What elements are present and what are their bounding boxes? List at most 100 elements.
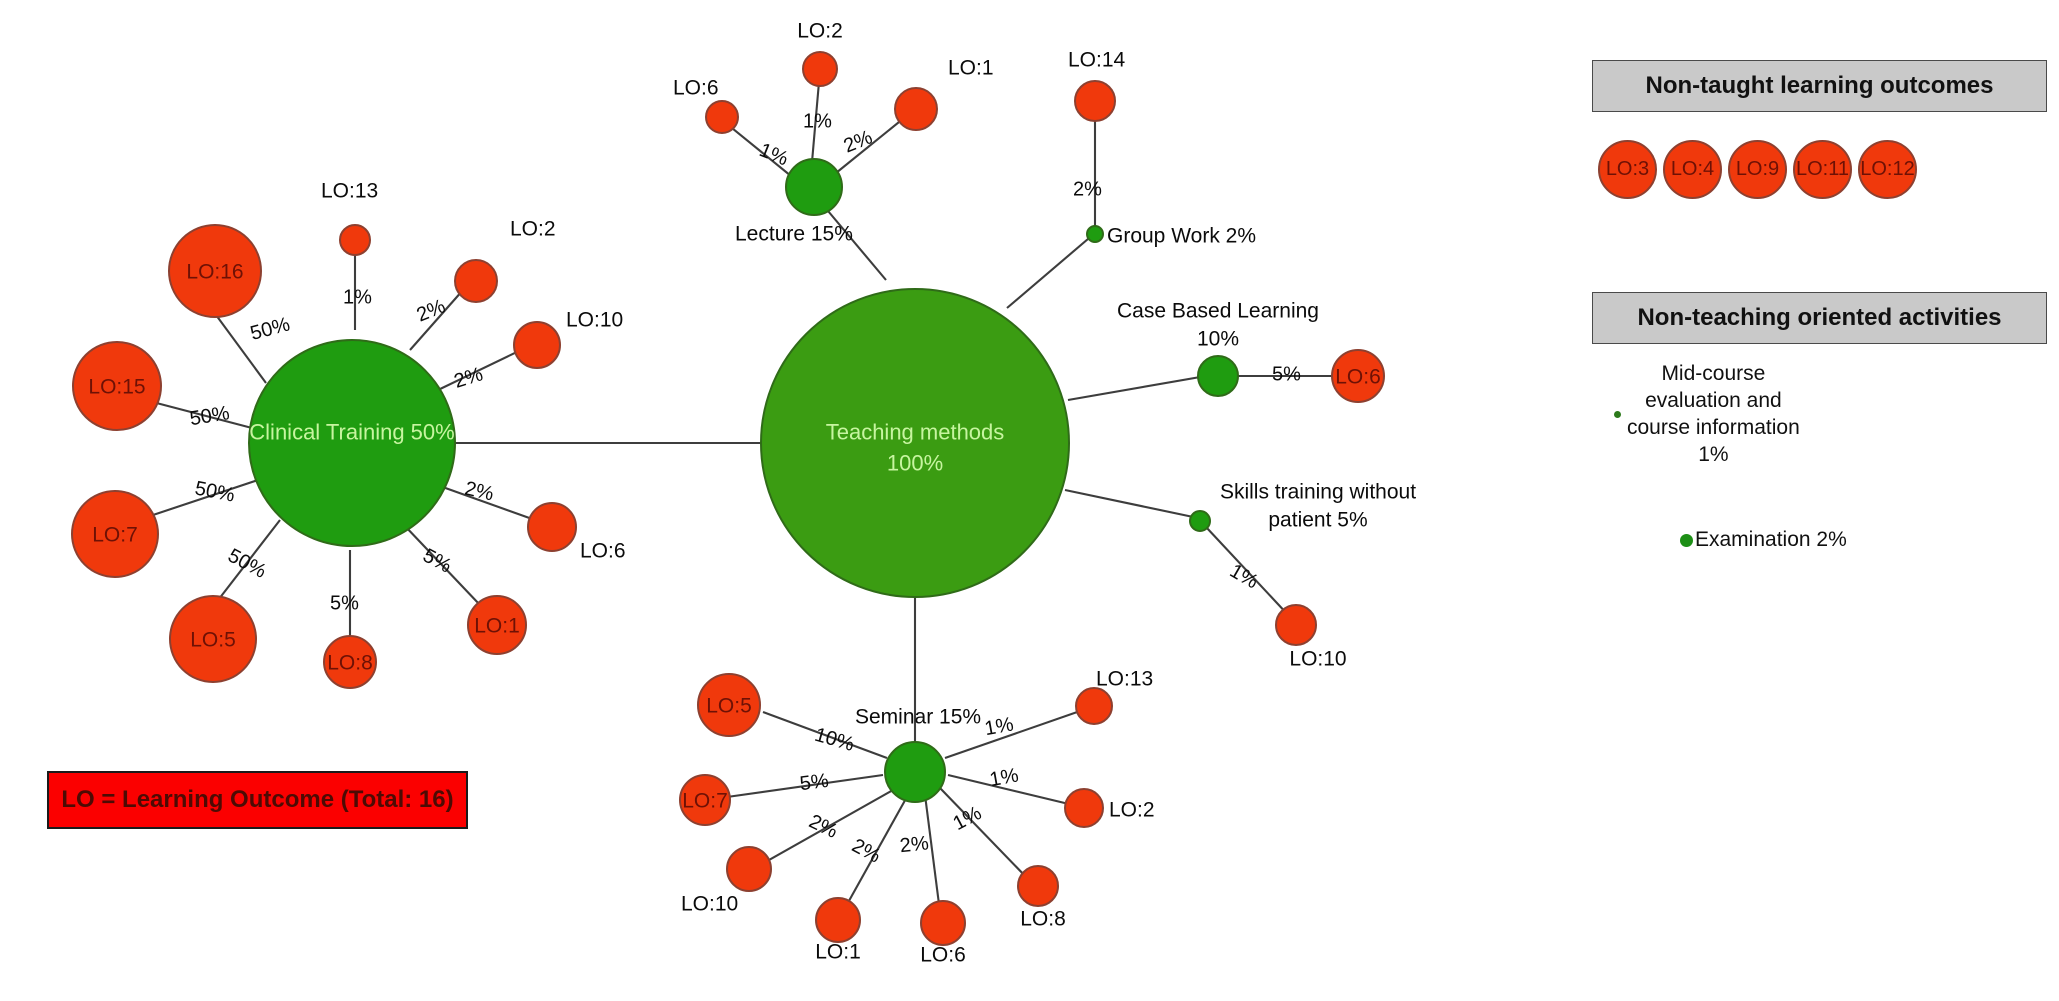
node-teaching-methods[interactable]: Teaching methods 100%	[760, 288, 1070, 598]
node-lo6-clinical[interactable]	[527, 502, 577, 552]
edge-clinical-lo1	[403, 524, 481, 606]
lo8-seminar-outside-label: LO:8	[1020, 908, 1066, 931]
lo13-seminar-outside-label: LO:13	[1096, 668, 1153, 691]
lo7-seminar-label: LO:7	[682, 790, 728, 813]
node-case-based-learning[interactable]	[1197, 355, 1239, 397]
non-taught-chip[interactable]: LO:3	[1598, 140, 1657, 199]
node-lo6-casebased[interactable]: LO:6	[1331, 349, 1385, 403]
pct-seminar-lo10: 2%	[805, 810, 841, 843]
edge-seminar-lo7	[726, 773, 884, 799]
pct-seminar-lo7: 5%	[799, 770, 831, 795]
edge-clinical-lo6	[436, 484, 536, 521]
edge-clinical-lo10	[437, 349, 522, 391]
pct-seminar-lo6: 2%	[899, 832, 930, 857]
pct-seminar-lo2: 1%	[988, 764, 1021, 791]
lo2-lecture-outside-label: LO:2	[797, 20, 843, 43]
pct-lecture-lo1: 2%	[841, 126, 876, 157]
node-lo15[interactable]: LO:15	[72, 341, 162, 431]
lo10-skills-outside-label: LO:10	[1289, 648, 1346, 671]
pct-seminar-lo5: 10%	[812, 724, 857, 756]
non-taught-chip[interactable]: LO:9	[1728, 140, 1787, 199]
lo1-clinical-label: LO:1	[474, 615, 520, 638]
seminar-label: Seminar 15%	[855, 706, 981, 729]
edge-center-casebased	[1067, 374, 1207, 402]
node-lo6-seminar[interactable]	[920, 900, 966, 946]
pct-lecture-lo2: 1%	[803, 110, 832, 132]
non-taught-chip[interactable]: LO:4	[1663, 140, 1722, 199]
node-lo10-skills[interactable]	[1275, 604, 1317, 646]
lo6-seminar-outside-label: LO:6	[920, 944, 966, 967]
non-teaching-item-examination[interactable]: Examination 2%	[1680, 528, 2059, 552]
node-lo8-clinical[interactable]: LO:8	[323, 635, 377, 689]
lo5-clinical-label: LO:5	[190, 629, 236, 652]
node-lo13-clinical[interactable]	[339, 224, 371, 256]
node-lo1-lecture[interactable]	[894, 87, 938, 131]
node-lo2-seminar[interactable]	[1064, 788, 1104, 828]
lo14-outside-label: LO:14	[1068, 49, 1126, 72]
non-taught-chip[interactable]: LO:11	[1793, 140, 1852, 199]
edge-lecture-lo2	[810, 81, 821, 163]
edge-seminar-lo8	[939, 787, 1030, 881]
edge-clinical-lo15	[144, 398, 253, 430]
case-based-label-line1: Case Based Learning	[1117, 300, 1319, 323]
edge-center-groupwork	[1006, 232, 1096, 309]
node-lo5-seminar[interactable]: LO:5	[697, 673, 761, 737]
lo-definition-legend: LO = Learning Outcome (Total: 16)	[47, 771, 468, 829]
lo2-seminar-outside-label: LO:2	[1109, 799, 1155, 822]
pct-clinical-lo15: 50%	[188, 402, 231, 430]
pct-clinical-lo5: 50%	[224, 545, 270, 583]
edge-clinical-lo2	[409, 289, 464, 351]
node-lo7[interactable]: LO:7	[71, 490, 159, 578]
edge-seminar-lo2	[947, 773, 1074, 807]
node-lo10-seminar[interactable]	[726, 846, 772, 892]
skills-training-label-line1: Skills training without	[1220, 481, 1416, 504]
edge-clinical-lo7	[137, 479, 259, 521]
cluster-lecture: Lecture 15% LO:6 LO:2 LO:1 1% 1% 2%	[673, 20, 994, 246]
node-lo2-lecture[interactable]	[802, 51, 838, 87]
node-lo7-seminar[interactable]: LO:7	[679, 774, 731, 826]
lo1-lecture-outside-label: LO:1	[948, 57, 994, 80]
cluster-seminar: Seminar 15% LO:5 LO:7	[679, 668, 1155, 967]
node-seminar[interactable]	[884, 741, 946, 803]
edge-lecture-lo1	[835, 117, 905, 174]
non-taught-chip[interactable]: LO:12	[1858, 140, 1917, 199]
node-lo13-seminar[interactable]	[1075, 687, 1113, 725]
non-teaching-item-midcourse[interactable]: Mid-course evaluation and course informa…	[1614, 360, 2054, 468]
lecture-label: Lecture 15%	[735, 223, 853, 246]
node-lo6-lecture[interactable]	[705, 100, 739, 134]
lo7-label: LO:7	[92, 524, 138, 547]
node-lecture[interactable]	[785, 158, 843, 216]
lo5-seminar-label: LO:5	[706, 695, 752, 718]
node-lo5-clinical[interactable]: LO:5	[169, 595, 257, 683]
node-lo2-clinical[interactable]	[454, 259, 498, 303]
pct-seminar-lo1: 2%	[848, 835, 884, 868]
examination-label: Examination 2%	[1695, 528, 1847, 551]
teaching-methods-label-line2: 100%	[887, 451, 943, 476]
pct-clinical-lo16: 50%	[248, 313, 293, 345]
node-clinical-training[interactable]: Clinical Training 50%	[248, 339, 456, 547]
edge-clinical-lo5	[211, 519, 281, 609]
pct-clinical-lo6: 2%	[463, 478, 496, 506]
cluster-clinical-training: Clinical Training 50% LO:16 LO:15 LO:7 L…	[71, 180, 626, 689]
skills-training-label-line2: patient 5%	[1268, 509, 1367, 532]
non-taught-chip-row: LO:3 LO:4 LO:9 LO:11 LO:12	[1598, 140, 2048, 199]
lo8-clinical-label: LO:8	[327, 652, 373, 675]
node-skills-training[interactable]	[1189, 510, 1211, 532]
edge-center-lecture	[822, 204, 887, 281]
pct-lecture-lo6: 1%	[756, 139, 791, 170]
pct-clinical-lo7: 50%	[193, 477, 237, 506]
node-lo10-clinical[interactable]	[513, 321, 561, 369]
lo6-casebased-label: LO:6	[1335, 366, 1381, 389]
node-lo1-seminar[interactable]	[815, 897, 861, 943]
group-work-label: Group Work 2%	[1107, 225, 1256, 248]
green-dot-icon	[1680, 533, 1693, 547]
lo6-lecture-outside-label: LO:6	[673, 77, 719, 100]
node-group-work[interactable]	[1086, 225, 1104, 243]
node-lo16[interactable]: LO:16	[168, 224, 262, 318]
node-lo8-seminar[interactable]	[1017, 865, 1059, 907]
pct-clinical-lo2: 2%	[414, 295, 449, 326]
lo2-clinical-outside-label: LO:2	[510, 218, 556, 241]
node-lo1-clinical[interactable]: LO:1	[467, 595, 527, 655]
node-lo14-groupwork[interactable]	[1074, 80, 1116, 122]
